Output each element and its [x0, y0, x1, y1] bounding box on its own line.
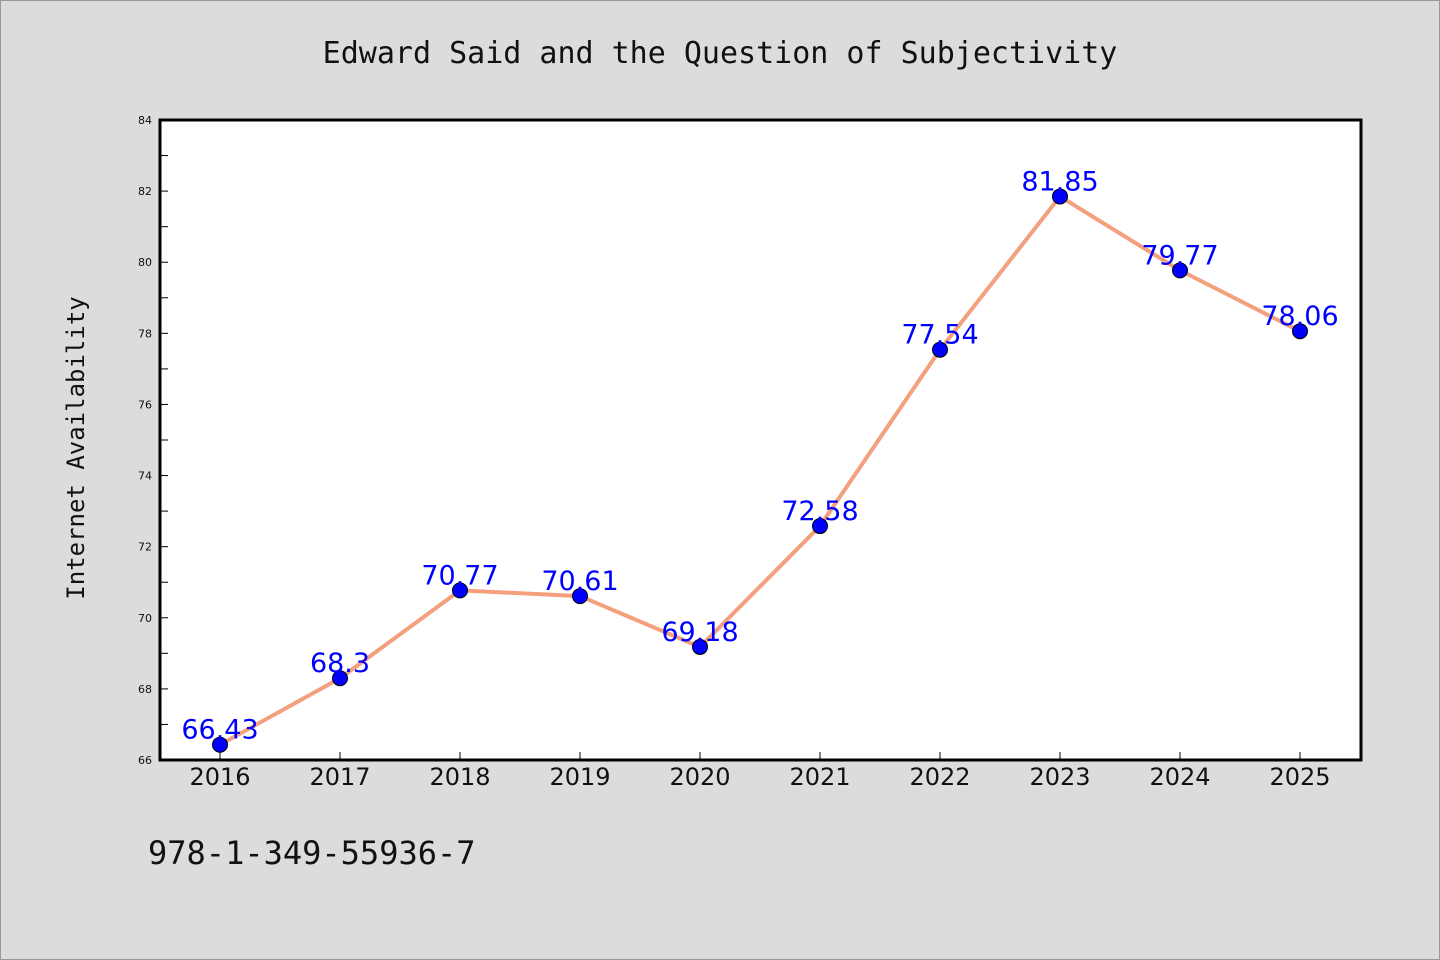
- y-tick-label: 74: [138, 470, 152, 483]
- x-tick-label: 2025: [1269, 763, 1330, 791]
- plot-area: [160, 120, 1361, 760]
- y-tick-label: 78: [138, 327, 152, 340]
- x-tick-label: 2017: [309, 763, 370, 791]
- data-point: [1292, 323, 1308, 340]
- data-label: 70.77: [421, 560, 498, 591]
- data-point: [692, 638, 708, 655]
- x-tick-label: 2023: [1029, 763, 1090, 791]
- y-axis-label: Internet Availability: [62, 296, 90, 599]
- data-point: [932, 341, 948, 358]
- x-tick-label: 2020: [669, 763, 730, 791]
- data-point: [572, 588, 588, 605]
- series-line: [219, 194, 1301, 747]
- data-point: [1172, 262, 1188, 279]
- data-label: 77.54: [901, 320, 978, 351]
- data-label: 66.43: [181, 715, 258, 746]
- x-tick-label: 2019: [549, 763, 610, 791]
- data-label: 69.18: [661, 617, 738, 648]
- data-point: [212, 736, 228, 753]
- data-point: [1052, 188, 1068, 205]
- y-tick-label: 82: [138, 185, 152, 198]
- y-tick-label: 80: [138, 256, 152, 269]
- x-tick-label: 2024: [1149, 763, 1210, 791]
- y-tick-label: 70: [138, 612, 152, 625]
- x-tick-label: 2016: [189, 763, 250, 791]
- data-label: 78.06: [1261, 301, 1338, 332]
- data-label: 70.61: [541, 566, 618, 597]
- y-tick-label: 66: [138, 754, 152, 767]
- data-point: [332, 670, 348, 687]
- data-label: 81.85: [1021, 166, 1098, 197]
- data-labels: 66.43 68.3 70.77 70.61 69.18 72.58 77.54 81.85 7…: [181, 166, 1338, 745]
- x-tick-label: 2021: [789, 763, 850, 791]
- y-tick-label: 76: [138, 398, 152, 411]
- x-axis-ticks: 2016 2017 2018 2019 2020 2021 2022 2023 2024 2025: [189, 752, 1331, 791]
- x-tick-label: 2018: [429, 763, 490, 791]
- data-point: [452, 582, 468, 599]
- data-label: 79.77: [1141, 240, 1218, 271]
- y-tick-label: 84: [138, 114, 152, 127]
- data-label: 72.58: [781, 496, 858, 527]
- isbn-text: 978-1-349-55936-7: [148, 834, 476, 872]
- chart-title: Edward Said and the Question of Subjecti…: [323, 36, 1118, 71]
- y-tick-label: 68: [138, 683, 152, 696]
- plot-border: [158, 118, 1363, 762]
- data-point: [812, 518, 828, 535]
- x-tick-label: 2022: [909, 763, 970, 791]
- y-tick-label: 72: [138, 541, 152, 554]
- data-points: [212, 188, 1308, 753]
- data-label: 68.3: [310, 648, 370, 679]
